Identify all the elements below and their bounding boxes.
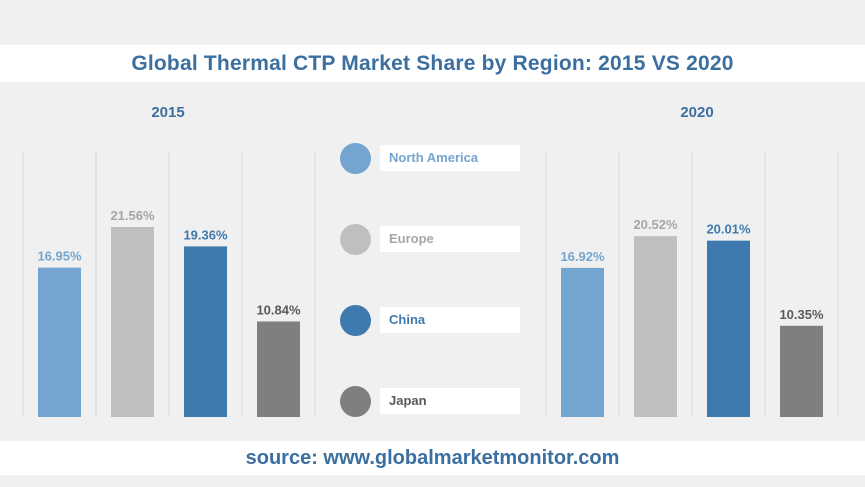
year-label-2020: 2020	[680, 104, 714, 121]
bar-2020-north-america	[561, 267, 604, 417]
legend-dot-china	[340, 305, 371, 336]
data-label-2020-china: 20.01%	[706, 222, 751, 237]
legend-item-north-america: North America	[340, 143, 520, 174]
legend-item-china: China	[340, 305, 520, 336]
legend-label-china: China	[380, 307, 520, 333]
legend-dot-north-america	[340, 143, 371, 174]
bar-2020-china	[707, 240, 750, 417]
year-label-2015: 2015	[151, 104, 185, 121]
data-label-2020-europe: 20.52%	[633, 217, 678, 232]
legend-label-europe: Europe	[380, 226, 520, 252]
legend-item-europe: Europe	[340, 224, 520, 255]
chart-title: Global Thermal CTP Market Share by Regio…	[131, 51, 734, 75]
data-label-2020-north-america: 16.92%	[560, 249, 605, 264]
bar-2015-japan	[257, 321, 300, 417]
data-label-2015-china: 19.36%	[183, 227, 228, 242]
data-label-2015-north-america: 16.95%	[37, 249, 82, 264]
bar-2020-europe	[634, 236, 677, 417]
source-text: source: www.globalmarketmonitor.com	[245, 446, 620, 469]
bar-2020-japan	[780, 325, 823, 417]
legend-item-japan: Japan	[340, 386, 520, 417]
legend-label-north-america: North America	[380, 145, 520, 171]
bar-2015-china	[184, 246, 227, 417]
title-band: Global Thermal CTP Market Share by Regio…	[0, 45, 865, 82]
bar-2015-europe	[111, 227, 154, 417]
legend-dot-japan	[340, 386, 371, 417]
data-label-2020-japan: 10.35%	[779, 307, 824, 322]
source-band: source: www.globalmarketmonitor.com	[0, 441, 865, 475]
data-label-2015-europe: 21.56%	[110, 208, 155, 223]
legend-dot-europe	[340, 224, 371, 255]
legend-label-japan: Japan	[380, 388, 520, 414]
bar-2015-north-america	[38, 267, 81, 417]
data-label-2015-japan: 10.84%	[256, 302, 301, 317]
